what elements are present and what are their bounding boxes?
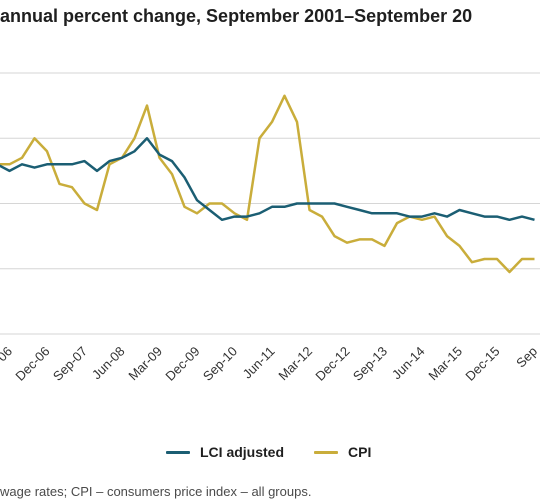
series-line-cpi [0, 94, 535, 274]
x-tick-label: Jun-14 [389, 344, 428, 383]
series-line-lci [0, 137, 535, 222]
legend-swatch-lci [166, 450, 190, 454]
x-tick-label: Sep-13 [350, 344, 390, 384]
x-tick-label: Jun-11 [240, 344, 278, 382]
legend-swatch-cpi [314, 450, 338, 454]
legend-label-lci: LCI adjusted [200, 444, 285, 460]
x-tick-label: Mar-15 [425, 344, 465, 384]
x-tick-label: Mar-12 [275, 344, 315, 384]
x-tick-label: Sep [513, 344, 540, 371]
x-tick-label: Mar-09 [125, 344, 165, 384]
x-tick-label: Dec-06 [12, 344, 52, 384]
legend-item-lci: LCI adjusted [166, 444, 284, 460]
x-tick-label: 06 [0, 344, 15, 365]
legend-item-cpi: CPI [314, 444, 371, 460]
x-tick-label: Sep-10 [200, 344, 240, 384]
x-tick-label: Sep-07 [50, 344, 90, 384]
legend-label-cpi: CPI [348, 444, 372, 460]
x-tick-label: Dec-09 [162, 344, 202, 384]
x-tick-label: Dec-12 [312, 344, 352, 384]
x-tick-label: Dec-15 [462, 344, 502, 384]
chart-legend: LCI adjusted CPI [0, 444, 540, 464]
x-tick-label: Jun-08 [89, 344, 128, 383]
chart-title: annual percent change, September 2001–Se… [0, 6, 473, 26]
chart-note: wage rates; CPI – consumers price index … [0, 484, 312, 499]
